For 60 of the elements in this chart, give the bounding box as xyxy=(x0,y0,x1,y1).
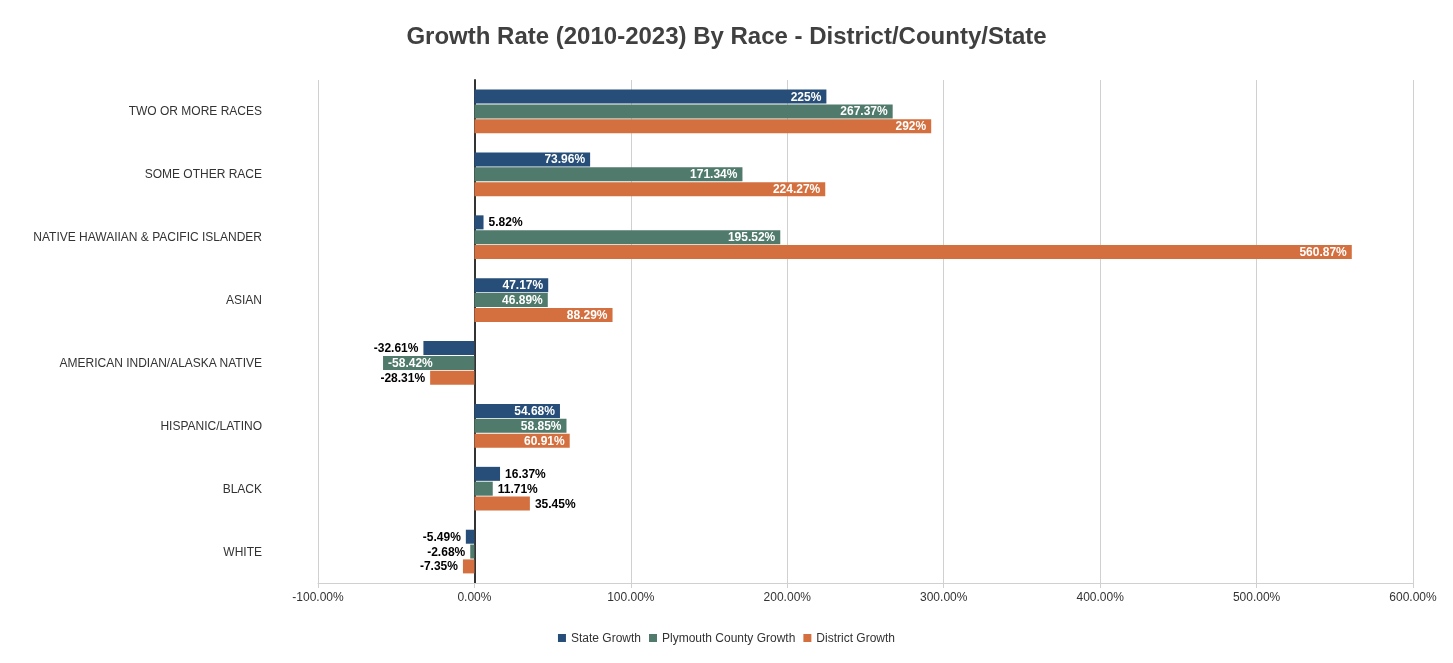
bar xyxy=(474,119,932,134)
data-label: 47.17% xyxy=(502,278,544,293)
x-tick-label: 300.00% xyxy=(920,590,968,604)
x-tick-label: 200.00% xyxy=(763,590,812,604)
x-tick-label: -100.00% xyxy=(292,590,345,604)
x-tick-label: 500.00% xyxy=(1232,590,1281,604)
data-label: 46.89% xyxy=(502,293,544,308)
x-tick-label: 600.00% xyxy=(1389,590,1438,604)
y-tick-label: NATIVE HAWAIIAN & PACIFIC ISLANDER xyxy=(33,230,263,245)
bar xyxy=(474,89,827,104)
bar xyxy=(474,466,501,481)
bar xyxy=(474,167,743,182)
x-tick-label: 0.00% xyxy=(457,590,492,604)
bar xyxy=(462,559,475,574)
data-label: 267.37% xyxy=(840,104,888,119)
bar xyxy=(474,496,530,511)
data-label: 16.37% xyxy=(505,466,547,481)
legend-label: State Growth xyxy=(570,631,641,645)
bar xyxy=(423,341,475,356)
data-label: -32.61% xyxy=(373,341,419,356)
x-tick-label: 100.00% xyxy=(607,590,655,604)
data-label: -5.49% xyxy=(422,529,462,544)
bar xyxy=(470,544,475,559)
data-label: 88.29% xyxy=(566,307,608,322)
bar xyxy=(474,215,484,230)
data-label: 195.52% xyxy=(727,230,776,245)
x-tick-label: 400.00% xyxy=(1076,590,1125,604)
data-label: 225% xyxy=(790,89,822,104)
bar xyxy=(474,230,781,245)
data-label: 5.82% xyxy=(488,215,523,230)
bar xyxy=(465,529,475,544)
data-label: 11.71% xyxy=(497,481,539,496)
data-label: 171.34% xyxy=(690,167,738,182)
data-label: -58.42% xyxy=(388,355,434,370)
y-tick-label: HISPANIC/LATINO xyxy=(160,418,262,433)
data-label: -7.35% xyxy=(419,559,459,574)
data-label: 73.96% xyxy=(544,152,586,167)
data-label: 54.68% xyxy=(514,403,556,418)
bar xyxy=(474,481,493,496)
y-tick-label: AMERICAN INDIAN/ALASKA NATIVE xyxy=(59,355,262,370)
y-tick-label: BLACK xyxy=(222,481,262,496)
data-label: -28.31% xyxy=(380,370,426,385)
legend-label: District Growth xyxy=(816,631,896,645)
data-label: 35.45% xyxy=(534,496,576,511)
y-tick-label: SOME OTHER RACE xyxy=(144,167,262,182)
y-tick-label: WHITE xyxy=(223,544,262,559)
data-label: 60.91% xyxy=(524,433,566,448)
bar xyxy=(474,182,826,197)
data-label: 560.87% xyxy=(1299,245,1348,260)
bar xyxy=(430,370,475,385)
data-label: -2.68% xyxy=(427,544,466,559)
legend-label: Plymouth County Growth xyxy=(661,631,796,645)
chart-title: Growth Rate (2010-2023) By Race - District/County/State xyxy=(406,21,1047,49)
y-tick-label: ASIAN xyxy=(225,293,262,308)
data-label: 58.85% xyxy=(520,418,562,433)
data-label: 292% xyxy=(895,119,927,134)
bar xyxy=(474,104,893,119)
data-label: 224.27% xyxy=(772,182,821,197)
bar xyxy=(474,245,1352,260)
y-tick-label: TWO OR MORE RACES xyxy=(128,104,262,119)
